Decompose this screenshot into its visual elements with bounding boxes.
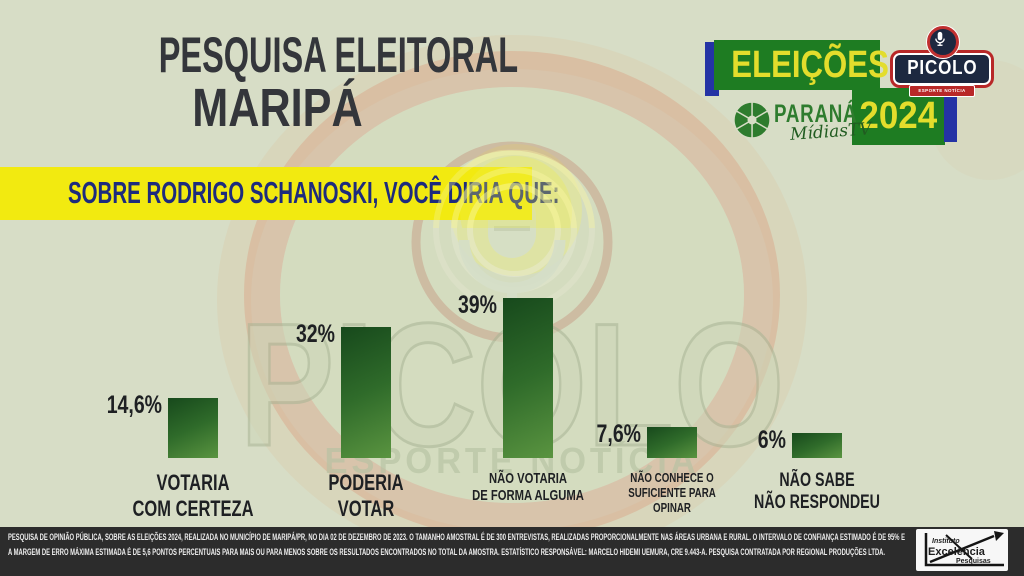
bar-category-label-1: VOTARIA COM CERTEZA <box>132 470 254 521</box>
aperture-shutter-icon <box>733 101 771 139</box>
bar-category-label-2: PODERIA VOTAR <box>328 470 404 521</box>
bar-value-label-3: 39% <box>457 291 497 319</box>
picolo-name: PICOLO <box>906 57 978 79</box>
microphone-icon <box>935 31 945 46</box>
bar-2 <box>341 327 391 458</box>
footer-disclaimer-line2: A MARGEM DE ERRO MÁXIMA ESTIMADA É DE 5,… <box>8 547 886 557</box>
year-badge: 2024 <box>852 88 945 145</box>
title-line1: PESQUISA ELEITORAL <box>158 27 519 83</box>
bar-category-label-3: NÃO VOTARIA DE FORMA ALGUMA <box>472 470 584 505</box>
picolo-name-plate: PICOLO <box>893 53 991 85</box>
institute-line1: Instituto <box>932 538 960 545</box>
bar-value-label-1: 14,6% <box>106 391 162 419</box>
growth-chart-arrow-icon: Instituto Excelência Pesquisas <box>924 531 1004 567</box>
bar-value-label-2: 32% <box>295 320 335 348</box>
question-banner: SOBRE RODRIGO SCHANOSKI, VOCÊ DIRIA QUE: <box>0 167 559 220</box>
question-text: SOBRE RODRIGO SCHANOSKI, VOCÊ DIRIA QUE: <box>68 175 560 210</box>
bar-category-label-4: NÃO CONHECE O SUFICIENTE PARA OPINAR <box>628 470 716 516</box>
instituto-excelencia-logo: Instituto Excelência Pesquisas <box>916 529 1008 571</box>
parana-sub: MídiasTV <box>789 119 873 145</box>
bar-category-label-5: NÃO SABE NÃO RESPONDEU <box>754 470 880 514</box>
bar-1 <box>168 398 218 458</box>
bar-5 <box>792 433 842 458</box>
year-blue-accent <box>944 92 957 142</box>
picolo-tagline: ESPORTE NOTÍCIA <box>909 85 975 97</box>
parana-midias-tv-logo: PARANÁ MídiasTV <box>730 96 873 150</box>
eleicoes-badge: ELEIÇÕES <box>714 40 889 90</box>
picolo-logo: PICOLO ESPORTE NOTÍCIA <box>893 26 993 97</box>
title-line2: MARIPÁ <box>191 78 363 138</box>
institute-line2: Excelência <box>928 546 986 558</box>
footer-disclaimer-line1: PESQUISA DE OPINIÃO PÚBLICA, SOBRE AS EL… <box>8 532 905 542</box>
bar-value-label-4: 7,6% <box>596 420 641 448</box>
parana-name: PARANÁ <box>774 100 858 128</box>
year-label: 2024 <box>859 95 938 137</box>
institute-line3: Pesquisas <box>956 558 991 565</box>
eleicoes-label: ELEIÇÕES <box>731 44 889 86</box>
footer: PESQUISA DE OPINIÃO PÚBLICA, SOBRE AS EL… <box>0 527 1024 576</box>
bar-value-label-5: 6% <box>757 426 786 454</box>
picolo-mic-circle <box>927 26 959 58</box>
page-title: PESQUISA ELEITORAL MARIPÁ <box>62 30 518 138</box>
